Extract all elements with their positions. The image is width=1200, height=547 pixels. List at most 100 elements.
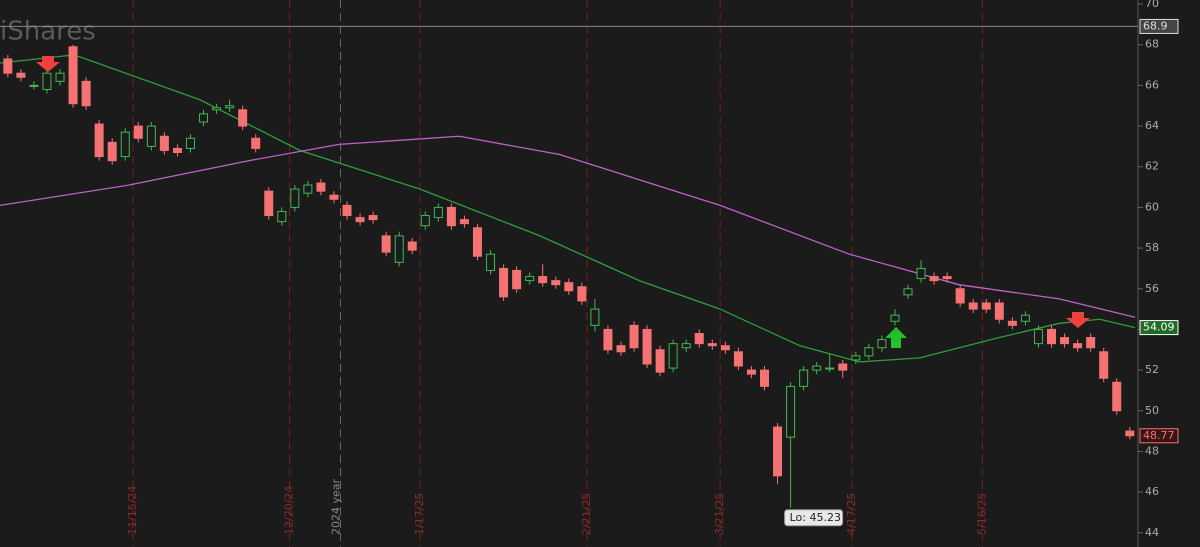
- candle-body: [3, 58, 13, 74]
- y-tick-label: 46: [1145, 485, 1159, 498]
- x-tick-label: 2/21/25: [580, 493, 593, 535]
- candle-body: [786, 385, 796, 438]
- y-tick-label: 70: [1145, 0, 1159, 10]
- candle-body: [1099, 351, 1109, 379]
- candle-body: [655, 349, 665, 373]
- candle-body: [107, 141, 117, 162]
- candle-body: [1086, 337, 1096, 349]
- moving-average: [0, 54, 1136, 363]
- candle-body: [994, 302, 1004, 320]
- candle-body: [681, 343, 691, 349]
- candle-body: [277, 210, 287, 223]
- candle-body: [838, 363, 848, 371]
- candle-body: [538, 276, 548, 284]
- candle-body: [773, 426, 783, 477]
- y-tick-label: 58: [1145, 241, 1159, 254]
- candle-body: [159, 135, 169, 151]
- candle-body: [146, 125, 156, 147]
- candle-body: [629, 324, 639, 349]
- candle-body: [890, 314, 900, 322]
- candle-body: [694, 332, 704, 345]
- candle-body: [759, 369, 769, 387]
- candle-body: [981, 302, 991, 310]
- candle-body: [929, 276, 939, 282]
- candle-body: [1020, 314, 1030, 322]
- candle-body: [81, 80, 91, 107]
- candle-body: [94, 123, 104, 158]
- candle-body: [303, 184, 313, 194]
- candle-body: [1112, 381, 1122, 412]
- y-tick-label: 56: [1145, 282, 1159, 295]
- candle-body: [616, 345, 626, 353]
- candle-body: [251, 137, 261, 149]
- candle-body: [668, 343, 678, 369]
- x-tick-label: 3/21/25: [713, 493, 726, 535]
- ma-label: 54.09: [1143, 321, 1175, 334]
- candle-body: [812, 365, 822, 371]
- candle-body: [264, 190, 274, 217]
- candle-body: [472, 227, 482, 257]
- candle-body: [1007, 320, 1017, 326]
- candle-body: [1033, 328, 1043, 345]
- candle-body: [381, 235, 391, 253]
- candle-body: [68, 46, 78, 105]
- last-price-label: 48.77: [1143, 429, 1175, 442]
- candle-body: [342, 204, 352, 217]
- candle-body: [407, 241, 417, 251]
- x-tick-label: 1/17/25: [413, 493, 426, 535]
- candle-body: [433, 206, 443, 219]
- candle-body: [133, 125, 143, 139]
- candle-body: [746, 369, 756, 375]
- candle-body: [55, 72, 65, 82]
- y-tick-label: 44: [1145, 526, 1159, 539]
- buy-arrow: [885, 327, 907, 348]
- y-tick-label: 62: [1145, 160, 1159, 173]
- x-tick-label: 12/20/24: [283, 486, 296, 535]
- watermark: iShares: [0, 17, 96, 47]
- low-label: Lo: 45.23: [790, 511, 841, 524]
- candle-body: [799, 369, 809, 387]
- candle-body: [1073, 343, 1083, 349]
- x-tick-label: 11/15/24: [126, 486, 139, 535]
- candle-body: [851, 355, 861, 361]
- candle-body: [368, 215, 378, 221]
- sell-arrow: [36, 56, 60, 72]
- candle-body: [1060, 337, 1070, 345]
- candle-body: [877, 339, 887, 349]
- candle-body: [42, 72, 52, 90]
- candle-body: [225, 105, 235, 109]
- candle-body: [199, 113, 209, 123]
- candle-body: [120, 131, 130, 158]
- candle-body: [486, 253, 496, 271]
- moving-average: [0, 135, 1136, 318]
- candle-body: [172, 147, 182, 154]
- low-label-box: [784, 509, 844, 527]
- y-tick-label: 48: [1145, 444, 1159, 457]
- candle-body: [185, 137, 195, 149]
- ma-label-box: [1139, 320, 1179, 336]
- candle-body: [420, 215, 430, 227]
- candle-body: [720, 345, 730, 351]
- candle-body: [733, 351, 743, 367]
- candle-body: [968, 302, 978, 310]
- candle-body: [238, 109, 248, 127]
- y-tick-label: 68: [1145, 38, 1159, 51]
- y-tick-label: 52: [1145, 363, 1159, 376]
- candle-body: [903, 288, 913, 296]
- year-label: 2024 year: [330, 478, 343, 535]
- candle-body: [707, 343, 717, 347]
- y-tick-label: 66: [1145, 78, 1159, 91]
- candle-body: [1125, 430, 1135, 437]
- y-tick-label: 60: [1145, 200, 1159, 213]
- price-line-label-box: [1139, 18, 1179, 34]
- candle-body: [603, 328, 613, 351]
- candle-body: [942, 276, 952, 280]
- candle-body: [564, 282, 574, 292]
- price-line-label: 68.9: [1143, 19, 1168, 32]
- y-tick-label: 64: [1145, 119, 1159, 132]
- x-tick-label: 5/16/25: [975, 493, 988, 535]
- candle-body: [864, 347, 874, 357]
- candle-body: [329, 194, 339, 200]
